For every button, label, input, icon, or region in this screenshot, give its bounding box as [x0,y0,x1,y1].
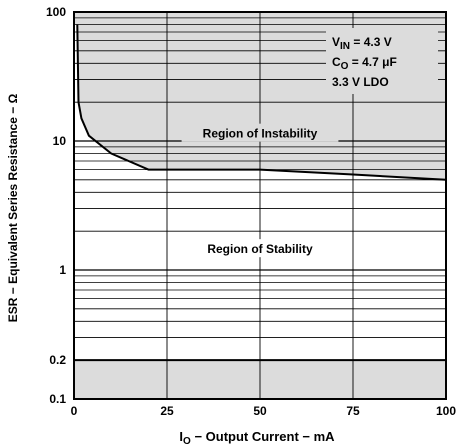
instability-region-label: Region of Instability [203,127,318,141]
condition-line: VIN = 4.3 V [332,35,392,52]
condition-box: VIN = 4.3 V CO = 4.7 μF 3.3 V LDO [326,28,438,94]
stability-boundary-curve [76,24,447,181]
stability-region-label: Region of Stability [207,242,313,256]
plot-border [73,11,447,400]
x-tick-label: 100 [436,404,456,418]
x-tick-label: 0 [71,404,78,418]
y-axis-label: ESR − Equivalent Series Resistance − Ω [6,93,20,322]
y-tick-label: 10 [53,134,67,148]
x-axis-label-subscript: O [183,436,191,446]
region-label-layer: Region of Instability Region of Stability [181,123,339,258]
condition-box-bg [326,28,438,94]
x-axis-label: IO − Output Current − mA [179,429,335,446]
curve-layer [76,24,447,181]
y-tick-label: 100 [46,5,66,19]
y-tick-label: 0.2 [49,353,66,367]
condition-line: CO = 4.7 μF [332,55,397,72]
x-axis-label-prefix: I [179,429,183,444]
region-label-bg [188,239,332,258]
x-tick-label: 25 [160,404,174,418]
tick-label-layer: 0.1 0.2 1 10 100 0 25 50 75 100 [46,5,456,418]
y-tick-label: 1 [59,263,66,277]
x-axis-label-rest: − Output Current − mA [191,429,335,444]
x-tick-label: 75 [346,404,360,418]
x-tick-label: 50 [253,404,267,418]
plot-frame [73,11,447,400]
condition-line: 3.3 V LDO [332,75,389,89]
region-label-bg [181,123,339,142]
y-tick-label: 0.1 [49,392,66,406]
